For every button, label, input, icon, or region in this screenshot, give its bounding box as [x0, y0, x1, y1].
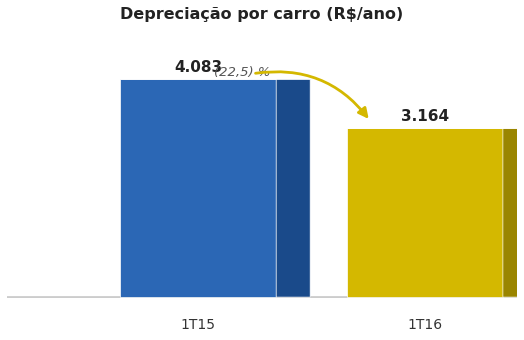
Polygon shape	[347, 128, 503, 297]
Polygon shape	[503, 128, 524, 297]
Text: 1T16: 1T16	[407, 319, 442, 333]
Text: 1T15: 1T15	[181, 319, 216, 333]
Text: 4.083: 4.083	[174, 60, 222, 75]
Text: (22,5) %: (22,5) %	[214, 66, 270, 79]
Text: 3.164: 3.164	[401, 109, 449, 124]
Title: Depreciação por carro (R$/ano): Depreciação por carro (R$/ano)	[121, 7, 403, 22]
Polygon shape	[276, 79, 310, 297]
Polygon shape	[121, 79, 276, 297]
